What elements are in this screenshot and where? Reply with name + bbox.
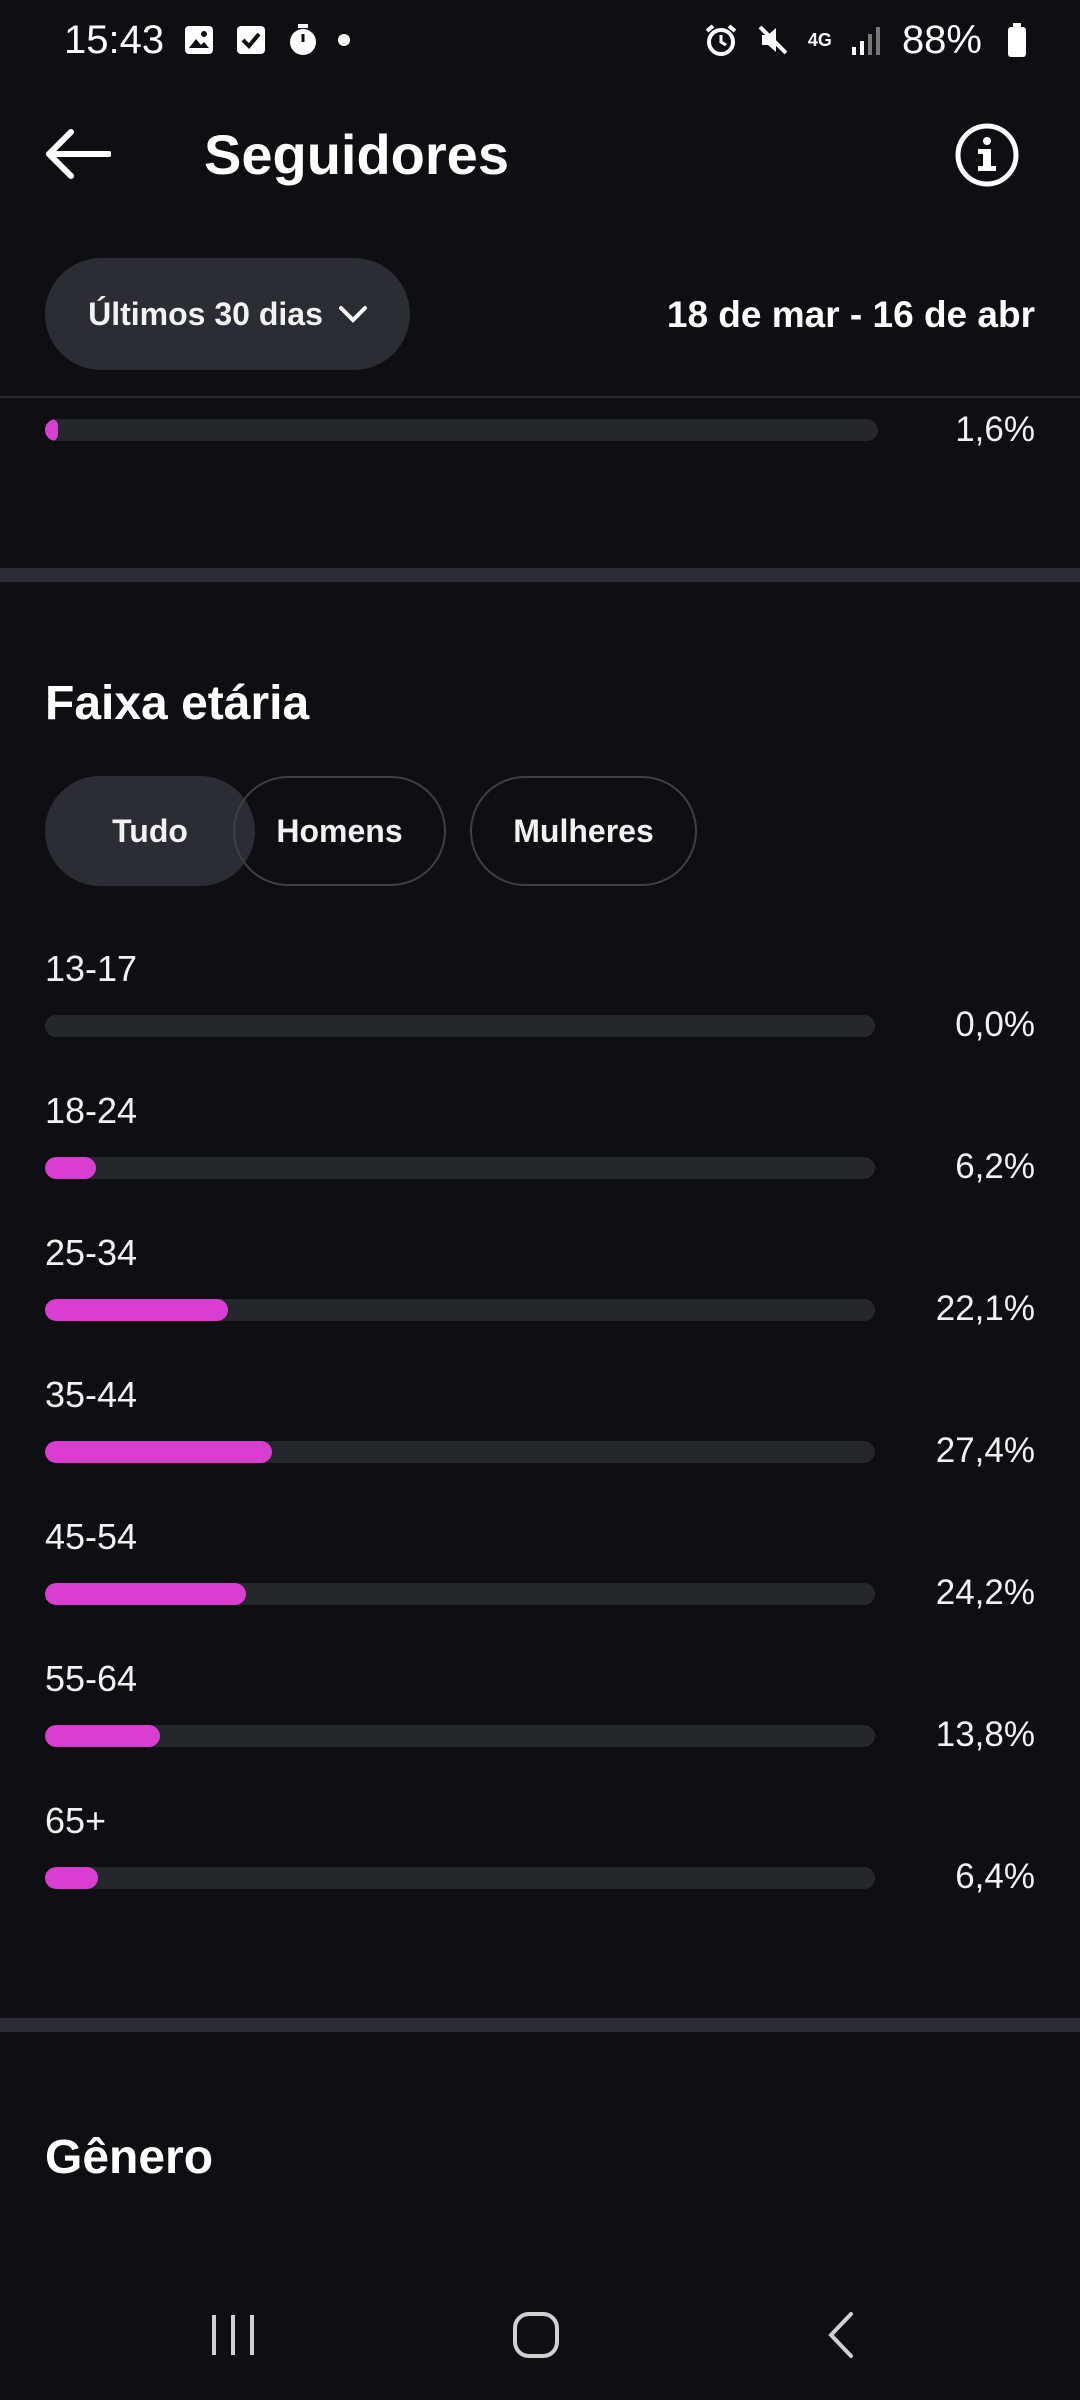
chip-men[interactable]: Homens [233,776,446,886]
network-type: 4G [807,30,832,50]
age-section-title: Faixa etária [45,677,310,730]
age-group-bar-fill [45,1583,246,1605]
age-group-value: 6,2% [955,1147,1035,1186]
date-range-text: 18 de mar - 16 de abr [666,294,1035,335]
age-group-bar-track [45,1299,875,1321]
image-icon [182,23,216,57]
system-back-button[interactable] [780,2290,900,2380]
date-range-dropdown-label: Últimos 30 dias [88,295,323,332]
age-group-bar-track [45,1725,875,1747]
age-group-value: 24,2% [935,1573,1035,1612]
age-group-value: 13,8% [935,1715,1035,1754]
age-group-bar-track [45,1441,875,1463]
status-left: 15:43 [64,17,351,63]
recent-apps-icon [212,2315,254,2355]
info-icon [955,123,1019,187]
age-group-value: 27,4% [935,1431,1035,1470]
date-range-dropdown[interactable]: Últimos 30 dias [45,258,410,370]
alarm-icon [704,23,738,57]
home-button[interactable] [476,2290,596,2380]
chip-all-label: Tudo [112,812,188,849]
battery-icon [1000,23,1034,57]
status-bar: 15:43 4G 88% [0,0,1080,80]
chevron-left-icon [828,2312,853,2358]
page-title: Seguidores [204,123,509,186]
age-group-value: 0,0% [955,1005,1035,1044]
previous-bar-value: 1,6% [955,410,1035,449]
chip-women[interactable]: Mulheres [470,776,697,886]
age-group-bar-track [45,1157,875,1179]
age-group-bar-track [45,1867,875,1889]
info-button[interactable] [950,118,1024,192]
section-divider [0,568,1080,582]
age-group-label: 13-17 [45,948,138,989]
age-group-bar-fill [45,1157,97,1179]
app-bar: Seguidores [0,80,1080,225]
age-group-bar-fill [45,1867,99,1889]
chip-women-label: Mulheres [513,812,654,849]
mute-icon [756,23,790,57]
divider [0,396,1080,398]
age-group-bar-fill [45,1725,160,1747]
notification-dot-icon [338,34,351,46]
age-group-label: 35-44 [45,1374,138,1415]
section-divider [0,2018,1080,2032]
previous-bar-track [45,419,878,441]
previous-bar-fill [45,419,59,441]
age-group-bar-fill [45,1299,229,1321]
age-group-label: 65+ [45,1800,107,1841]
timer-icon [286,23,320,57]
chip-all[interactable]: Tudo [45,776,255,886]
gender-section-title: Gênero [45,2131,214,2184]
filter-row: Últimos 30 dias 18 de mar - 16 de abr [0,258,1080,370]
chip-men-label: Homens [276,812,403,849]
age-group-value: 6,4% [955,1857,1035,1896]
age-group-label: 18-24 [45,1090,138,1131]
age-group-value: 22,1% [935,1289,1035,1328]
checkbox-icon [234,23,268,57]
age-group-bar-fill [45,1441,273,1463]
age-group-bar-track [45,1015,875,1037]
recent-apps-button[interactable] [173,2290,293,2380]
system-nav-bar [0,2270,1080,2400]
arrow-left-icon [46,129,111,179]
battery-level: 88% [901,17,982,62]
age-group-label: 45-54 [45,1516,138,1557]
status-right: 4G 88% [704,18,1034,63]
back-button[interactable] [40,116,116,192]
chevron-down-icon [338,306,367,323]
home-icon [513,2312,559,2358]
age-group-label: 25-34 [45,1232,138,1273]
status-time: 15:43 [64,17,165,62]
age-group-bar-track [45,1583,875,1605]
age-group-label: 55-64 [45,1658,138,1699]
signal-icon [850,23,884,57]
